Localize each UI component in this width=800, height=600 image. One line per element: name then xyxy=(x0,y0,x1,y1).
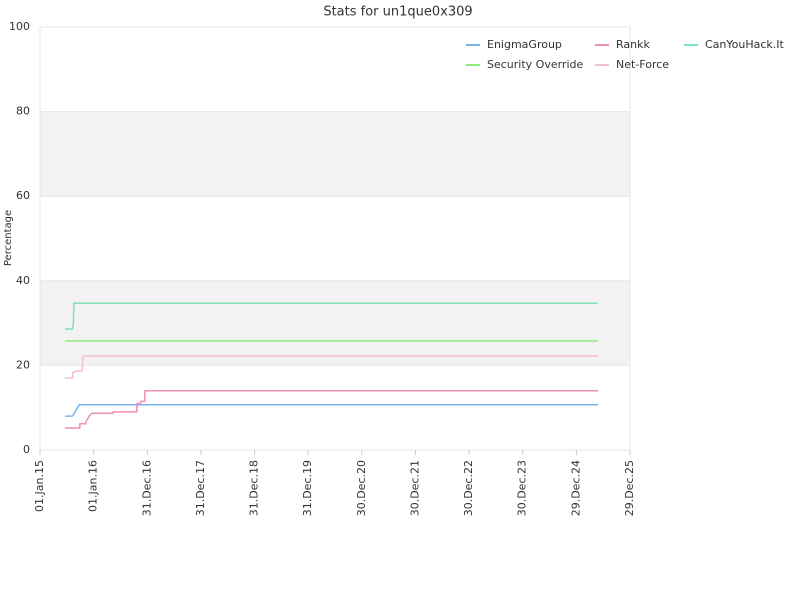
series-line xyxy=(64,355,599,379)
series-line xyxy=(64,390,599,429)
x-tick-label: 30.Dec.23 xyxy=(516,460,529,516)
x-tick-label: 01.Jan.15 xyxy=(33,460,46,512)
x-tick-label: 31.Dec.19 xyxy=(301,460,314,516)
plot-band xyxy=(40,280,630,366)
y-axis-label: Percentage xyxy=(3,210,14,266)
legend-item: Security Override xyxy=(466,58,583,71)
legend-item: CanYouHack.It xyxy=(684,38,785,51)
x-tick-label: 30.Dec.22 xyxy=(462,460,475,516)
x-tick-label: 31.Dec.16 xyxy=(140,460,153,516)
legend-item: Rankk xyxy=(595,38,650,51)
x-tick-label: 31.Dec.17 xyxy=(194,460,207,516)
x-tick-label: 31.Dec.18 xyxy=(248,460,261,516)
x-tick-label: 29.Dec.24 xyxy=(569,460,582,516)
x-tick-label: 30.Dec.21 xyxy=(408,460,421,516)
y-tick-label: 0 xyxy=(23,443,30,456)
x-tick-label: 29.Dec.25 xyxy=(623,460,636,516)
legend-label: Net-Force xyxy=(616,58,669,71)
legend-label: CanYouHack.It xyxy=(705,38,785,51)
y-tick-label: 20 xyxy=(16,358,30,371)
y-tick-label: 100 xyxy=(9,20,30,33)
chart-title: Stats for un1que0x309 xyxy=(323,5,472,20)
legend-label: Security Override xyxy=(487,58,583,71)
plot-band xyxy=(40,111,630,197)
y-tick-label: 60 xyxy=(16,189,30,202)
x-tick-label: 30.Dec.20 xyxy=(355,460,368,516)
legend-label: Rankk xyxy=(616,38,650,51)
series-line xyxy=(64,403,599,417)
series-line xyxy=(64,302,599,330)
legend-label: EnigmaGroup xyxy=(487,38,562,51)
x-tick-label: 01.Jan.16 xyxy=(87,460,100,512)
legend-item: EnigmaGroup xyxy=(466,38,562,51)
legend-item: Net-Force xyxy=(595,58,669,71)
y-tick-label: 40 xyxy=(16,274,30,287)
y-tick-label: 80 xyxy=(16,105,30,118)
